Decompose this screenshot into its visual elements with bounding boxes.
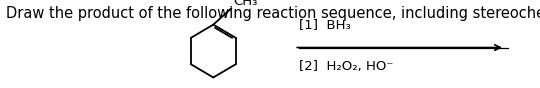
Text: Draw the product of the following reaction sequence, including stereochemistry.: Draw the product of the following reacti…: [6, 6, 540, 21]
Text: [2]  H₂O₂, HO⁻: [2] H₂O₂, HO⁻: [299, 60, 393, 73]
Text: CH₃: CH₃: [234, 0, 258, 8]
Text: [1]  BH₃: [1] BH₃: [299, 18, 350, 31]
